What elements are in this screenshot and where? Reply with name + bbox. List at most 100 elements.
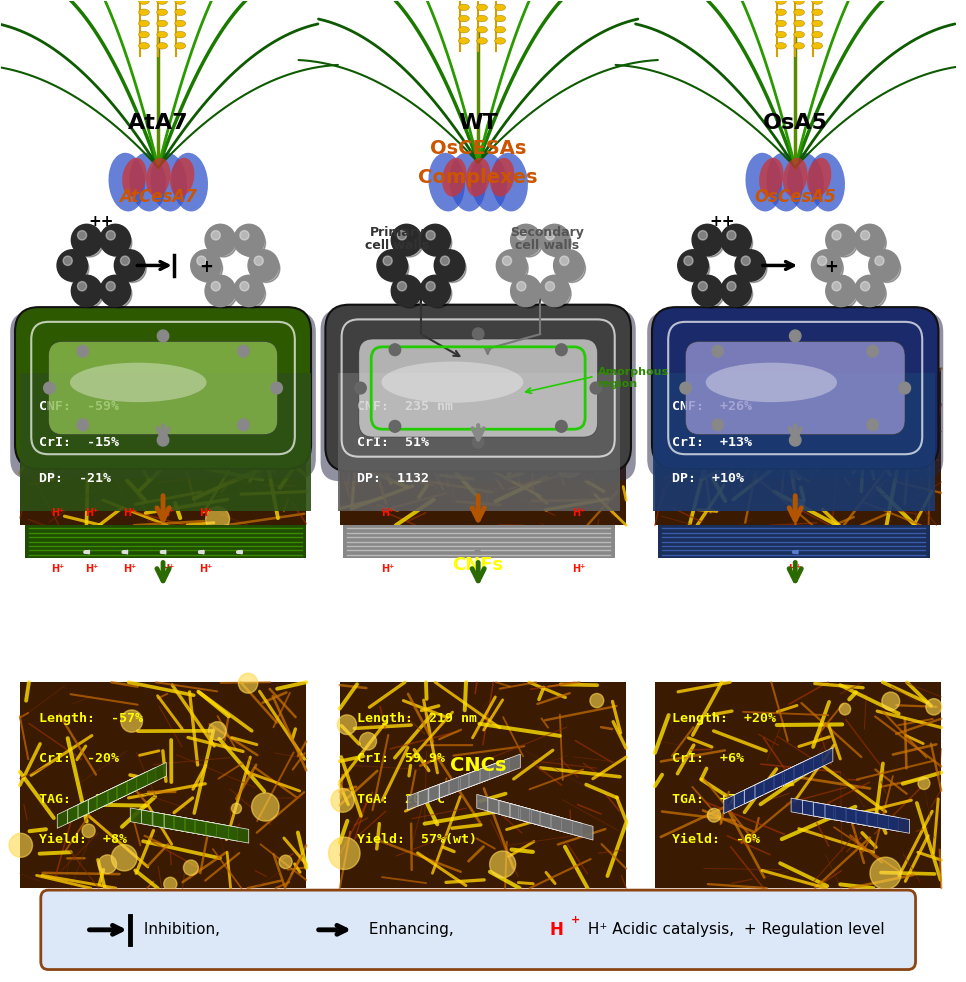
Ellipse shape [459, 37, 469, 44]
Text: CNF:  -59%: CNF: -59% [39, 400, 119, 412]
Circle shape [71, 275, 102, 306]
Text: H⁺: H⁺ [572, 508, 585, 518]
Circle shape [252, 254, 280, 283]
Ellipse shape [811, 31, 823, 38]
Ellipse shape [175, 9, 185, 16]
Polygon shape [813, 802, 898, 831]
Circle shape [741, 256, 751, 265]
Circle shape [870, 857, 901, 890]
Circle shape [555, 344, 567, 355]
Text: CrI:  59.9%: CrI: 59.9% [356, 752, 445, 765]
Circle shape [435, 249, 465, 281]
Circle shape [331, 789, 355, 812]
Circle shape [925, 698, 942, 715]
Text: H⁺: H⁺ [199, 565, 213, 574]
Bar [340, 368, 626, 525]
Circle shape [544, 280, 571, 308]
Ellipse shape [807, 158, 832, 196]
Text: H⁺: H⁺ [788, 565, 802, 574]
Circle shape [684, 256, 693, 265]
Circle shape [234, 224, 265, 255]
Ellipse shape [442, 158, 467, 196]
Circle shape [555, 420, 567, 432]
Ellipse shape [466, 158, 491, 196]
Circle shape [855, 224, 885, 255]
Circle shape [555, 449, 582, 477]
Circle shape [832, 282, 841, 291]
Ellipse shape [495, 37, 505, 44]
Circle shape [439, 254, 467, 283]
Circle shape [164, 423, 184, 443]
Text: DP:  1132: DP: 1132 [356, 471, 429, 485]
Circle shape [511, 224, 541, 255]
Text: Secondary: Secondary [510, 226, 583, 239]
Ellipse shape [138, 21, 150, 27]
Circle shape [861, 231, 869, 240]
Circle shape [377, 249, 408, 281]
Circle shape [238, 229, 266, 257]
Circle shape [558, 254, 585, 283]
Circle shape [511, 275, 541, 306]
Circle shape [163, 877, 177, 891]
Circle shape [859, 280, 887, 308]
Circle shape [817, 256, 827, 265]
Circle shape [789, 434, 801, 446]
Circle shape [43, 382, 55, 394]
Circle shape [698, 282, 707, 291]
Circle shape [456, 359, 479, 384]
Circle shape [121, 710, 142, 733]
Circle shape [517, 282, 526, 291]
Ellipse shape [794, 42, 805, 49]
Circle shape [826, 275, 856, 306]
Text: TAG:  -2%: TAG: -2% [39, 792, 111, 805]
Ellipse shape [794, 21, 805, 27]
Circle shape [449, 383, 478, 412]
FancyBboxPatch shape [321, 309, 636, 481]
Circle shape [839, 703, 851, 715]
Circle shape [71, 224, 102, 255]
Circle shape [389, 344, 401, 355]
Polygon shape [68, 773, 146, 823]
FancyBboxPatch shape [653, 373, 935, 511]
Circle shape [328, 837, 360, 869]
Circle shape [502, 256, 512, 265]
Circle shape [424, 280, 452, 308]
FancyBboxPatch shape [41, 890, 916, 969]
Ellipse shape [794, 9, 805, 16]
Ellipse shape [811, 42, 823, 49]
FancyBboxPatch shape [647, 312, 943, 479]
Circle shape [190, 249, 221, 281]
Ellipse shape [156, 0, 167, 4]
Text: H⁺: H⁺ [199, 508, 213, 518]
Circle shape [899, 382, 911, 394]
Circle shape [157, 434, 169, 446]
Circle shape [106, 282, 115, 291]
Circle shape [539, 275, 570, 306]
Ellipse shape [459, 16, 469, 22]
Circle shape [544, 229, 571, 257]
Circle shape [696, 229, 724, 257]
Polygon shape [57, 778, 135, 829]
Circle shape [279, 855, 292, 869]
Text: H⁺: H⁺ [51, 508, 65, 518]
Circle shape [826, 224, 856, 255]
Ellipse shape [811, 0, 823, 4]
Text: DP:  +10%: DP: +10% [672, 471, 744, 485]
Ellipse shape [811, 9, 823, 16]
Circle shape [867, 346, 878, 357]
Text: H⁺: H⁺ [381, 508, 394, 518]
Circle shape [205, 224, 236, 255]
Circle shape [389, 420, 401, 432]
Circle shape [104, 280, 132, 308]
Circle shape [867, 419, 878, 431]
Polygon shape [791, 798, 876, 827]
Ellipse shape [476, 16, 488, 22]
Circle shape [721, 275, 752, 306]
Text: ++: ++ [709, 214, 734, 229]
Circle shape [546, 231, 554, 240]
Polygon shape [142, 810, 226, 839]
Text: CNF:  235 nm: CNF: 235 nm [356, 400, 453, 412]
Text: Length:  219 nm: Length: 219 nm [356, 712, 477, 725]
Text: H⁺: H⁺ [161, 508, 175, 518]
Circle shape [517, 231, 526, 240]
